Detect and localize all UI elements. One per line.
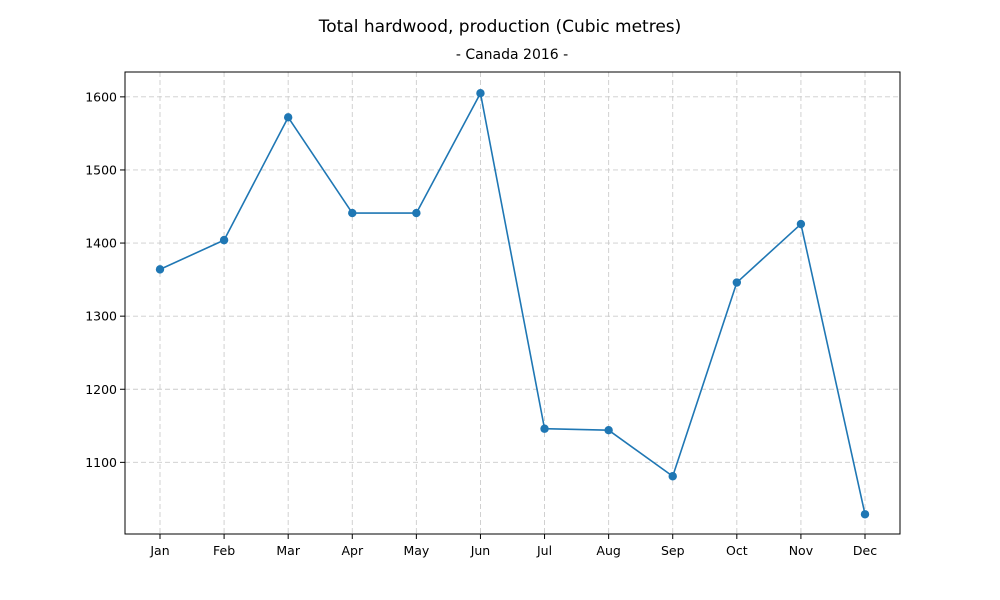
data-point-oct bbox=[732, 278, 742, 287]
y-tick-label: 1500 bbox=[85, 162, 117, 177]
y-tick-label: 1200 bbox=[85, 382, 117, 397]
y-tick-label: 1600 bbox=[85, 89, 117, 104]
data-series bbox=[155, 88, 870, 519]
chart-title: Total hardwood, production (Cubic metres… bbox=[318, 17, 682, 37]
axes: Jan Feb Mar Apr May Jun Jul Aug Sep Oct Nov Dec 1100… bbox=[85, 89, 877, 558]
x-tick-label: Oct bbox=[726, 543, 748, 558]
data-point-aug bbox=[604, 425, 613, 435]
x-tick-label: May bbox=[403, 543, 429, 558]
y-tick-label: 1400 bbox=[85, 236, 117, 251]
data-point-mar bbox=[283, 113, 293, 122]
x-tick-label: Aug bbox=[596, 543, 620, 558]
plot-frame bbox=[124, 71, 901, 535]
x-tick-label: Apr bbox=[341, 543, 363, 558]
y-tick-label: 1300 bbox=[85, 309, 117, 324]
data-point-nov bbox=[796, 219, 806, 229]
chart-subtitle: - Canada 2016 - bbox=[456, 47, 568, 63]
x-tick-label: Dec bbox=[853, 543, 877, 558]
x-tick-label: Jan bbox=[149, 543, 169, 558]
x-tick-label: Sep bbox=[661, 543, 685, 558]
x-tick-label: Jun bbox=[470, 543, 491, 558]
x-tick-label: Jul bbox=[536, 543, 552, 558]
data-point-jan bbox=[155, 265, 165, 274]
x-tick-label: Nov bbox=[789, 543, 814, 558]
data-point-jul bbox=[540, 424, 549, 433]
data-point-apr bbox=[348, 208, 357, 218]
data-point-sep bbox=[668, 472, 677, 481]
x-tick-label: Mar bbox=[276, 543, 300, 558]
x-tick-label: Feb bbox=[213, 543, 235, 558]
grid-lines bbox=[125, 72, 900, 534]
data-point-may bbox=[412, 208, 421, 218]
y-tick-label: 1100 bbox=[85, 455, 117, 470]
data-point-feb bbox=[219, 235, 229, 245]
data-point-dec bbox=[860, 510, 870, 519]
series-line bbox=[159, 92, 866, 515]
data-point-jun bbox=[476, 88, 485, 98]
